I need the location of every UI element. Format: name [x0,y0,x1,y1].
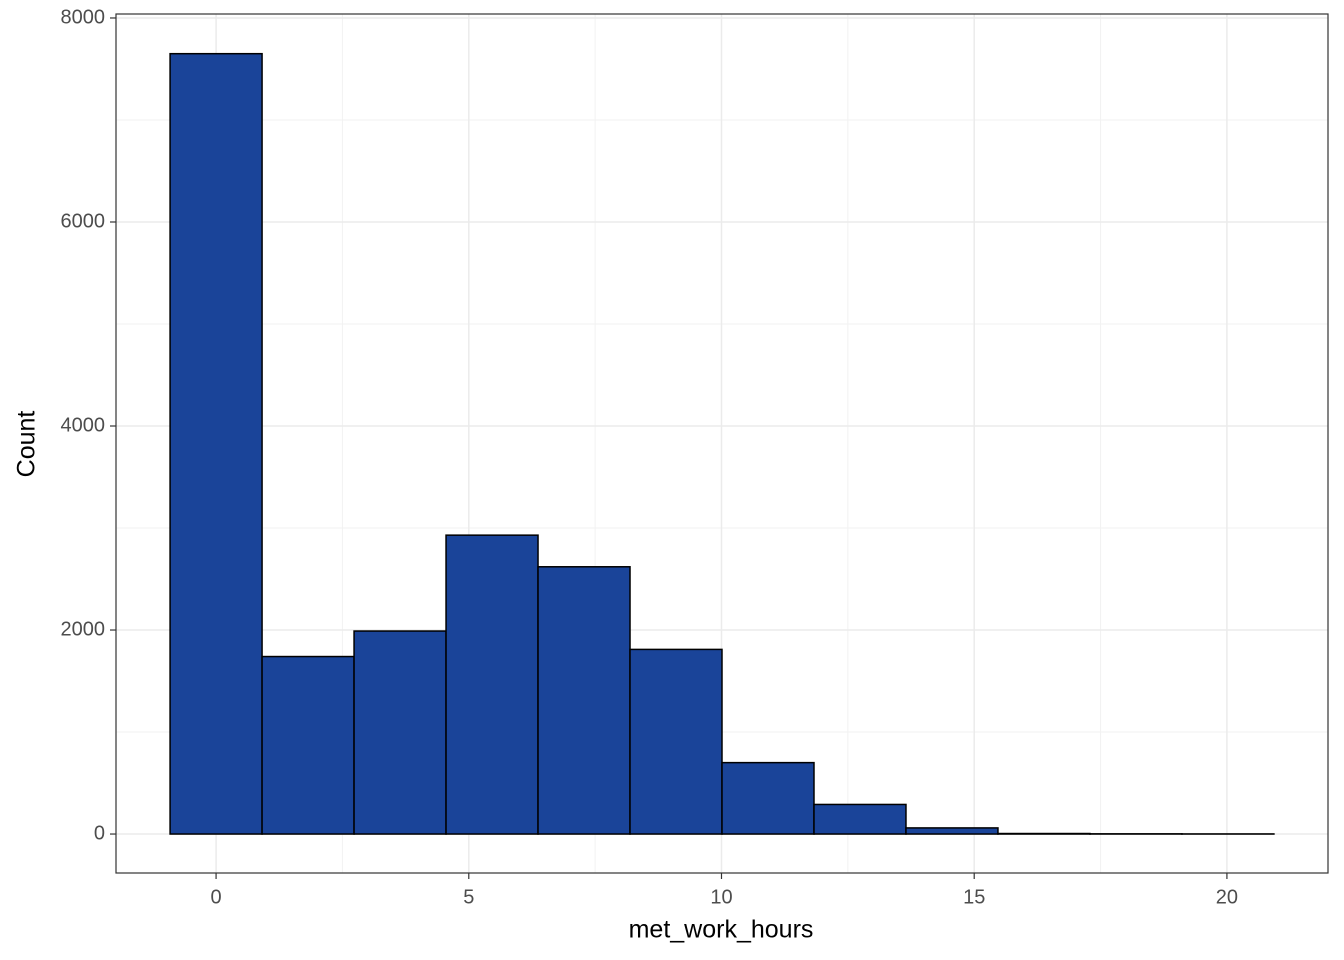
y-axis-label: Count [13,411,41,478]
bar [261,655,355,835]
bar [997,832,1091,835]
x-tick-label: 15 [963,886,985,908]
bar [445,534,539,835]
x-tick-label: 10 [710,886,732,908]
bar [629,648,723,835]
y-tick-label: 6000 [61,210,106,232]
x-tick-label: 0 [211,886,222,908]
y-tick-label: 2000 [61,618,106,640]
bar [905,827,999,835]
y-tick-label: 0 [94,822,105,844]
bar [169,52,263,835]
bar [721,761,815,835]
x-axis-label: met_work_hours [629,916,814,944]
bar [813,803,907,835]
x-tick-label: 20 [1216,886,1238,908]
x-tick-label: 5 [463,886,474,908]
panel-border [115,13,1329,874]
y-tick-label: 4000 [61,414,106,436]
bar [537,566,631,835]
bar [353,630,447,835]
y-tick-label: 8000 [61,6,106,28]
